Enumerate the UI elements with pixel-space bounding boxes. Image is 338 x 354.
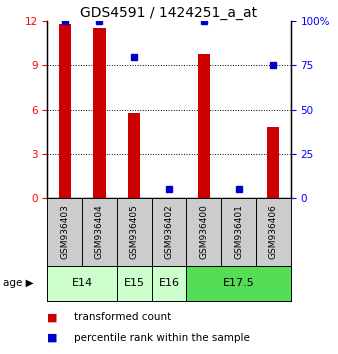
Bar <box>198 55 210 198</box>
Text: age ▶: age ▶ <box>3 278 34 288</box>
Text: E14: E14 <box>72 278 93 288</box>
Text: GSM936402: GSM936402 <box>165 205 173 259</box>
Text: E15: E15 <box>124 278 145 288</box>
Text: GSM936404: GSM936404 <box>95 205 104 259</box>
Title: GDS4591 / 1424251_a_at: GDS4591 / 1424251_a_at <box>80 6 258 20</box>
Text: GSM936406: GSM936406 <box>269 204 278 259</box>
Text: GSM936405: GSM936405 <box>130 204 139 259</box>
Text: GSM936400: GSM936400 <box>199 204 208 259</box>
Text: percentile rank within the sample: percentile rank within the sample <box>74 332 250 343</box>
Text: ■: ■ <box>47 312 58 322</box>
Text: GSM936401: GSM936401 <box>234 204 243 259</box>
Bar <box>58 24 71 198</box>
Bar <box>267 127 280 198</box>
Text: transformed count: transformed count <box>74 312 172 322</box>
Text: GSM936403: GSM936403 <box>60 204 69 259</box>
Text: E16: E16 <box>159 278 179 288</box>
Text: E17.5: E17.5 <box>223 278 255 288</box>
Bar <box>128 113 140 198</box>
Bar <box>93 28 105 198</box>
Text: ■: ■ <box>47 332 58 343</box>
